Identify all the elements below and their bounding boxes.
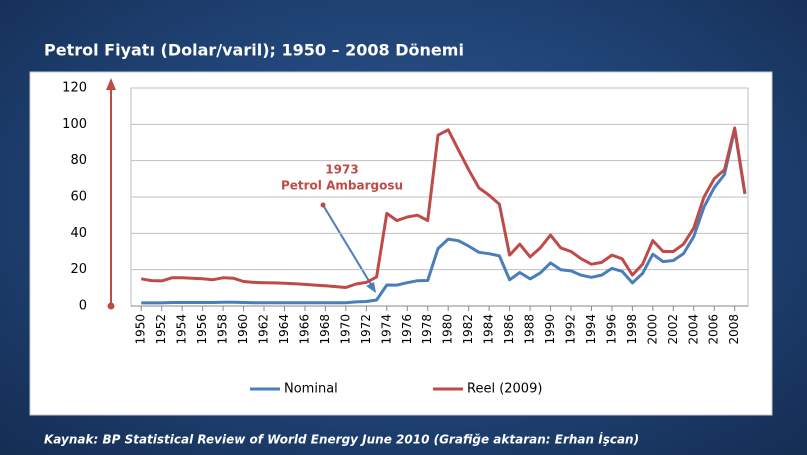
chart-title: Petrol Fiyatı (Dolar/varil); 1950 – 2008…	[44, 41, 464, 60]
x-tick-label: 2002	[666, 314, 680, 345]
x-tick-label: 1982	[461, 314, 475, 345]
x-tick-label: 1990	[543, 314, 557, 345]
x-tick-label: 1996	[604, 314, 618, 345]
x-tick-label: 1988	[523, 314, 537, 345]
x-tick-label: 1952	[154, 314, 168, 345]
annotation-dot	[320, 202, 326, 208]
x-tick-label: 1970	[338, 314, 352, 345]
x-tick-label: 1972	[359, 314, 373, 345]
axis-arrow-head	[106, 78, 116, 90]
x-tick-label: 1958	[216, 314, 230, 345]
annotation: Petrol Ambargosu	[281, 179, 403, 193]
x-tick-label: 2006	[707, 314, 721, 345]
annotation: 1973	[325, 163, 358, 177]
y-tick-label: 60	[70, 190, 87, 205]
x-tick-label: 1966	[297, 314, 311, 345]
y-tick-label: 0	[79, 299, 87, 314]
x-tick-label: 1980	[441, 314, 455, 345]
legend-label: Reel (2009)	[467, 382, 542, 397]
x-tick-label: 1968	[318, 314, 332, 345]
annotation-arrow	[322, 204, 373, 287]
x-tick-label: 1998	[625, 314, 639, 345]
series-line	[141, 127, 747, 305]
x-tick-label: 1954	[175, 314, 189, 345]
x-tick-label: 1974	[379, 314, 393, 345]
legend-label: Nominal	[284, 382, 338, 397]
x-tick-label: 1994	[584, 314, 598, 345]
x-tick-label: 1984	[482, 314, 496, 345]
series-line	[140, 126, 747, 289]
source: Kaynak: BP Statistical Review of World E…	[44, 432, 639, 447]
x-tick-label: 2004	[686, 314, 700, 345]
x-tick-label: 1956	[195, 314, 209, 345]
x-tick-label: 1976	[400, 314, 414, 345]
y-tick-label: 100	[62, 117, 87, 132]
x-tick-label: 2008	[727, 314, 741, 345]
x-tick-label: 1978	[420, 314, 434, 345]
x-tick-label: 1950	[134, 314, 148, 345]
y-tick-label: 80	[70, 153, 87, 168]
x-tick-label: 1986	[502, 314, 516, 345]
chart-panel	[29, 71, 773, 416]
x-tick-label: 2000	[645, 314, 659, 345]
x-tick-label: 1960	[236, 314, 250, 345]
x-tick-label: 1992	[563, 314, 577, 345]
y-tick-label: 20	[70, 262, 87, 277]
axis-arrow-dot	[107, 302, 115, 310]
annotation-arrow-head	[366, 282, 376, 293]
y-tick-label: 120	[62, 81, 87, 96]
x-tick-label: 1964	[277, 314, 291, 345]
x-tick-label: 1962	[257, 314, 271, 345]
y-tick-label: 40	[70, 226, 87, 241]
